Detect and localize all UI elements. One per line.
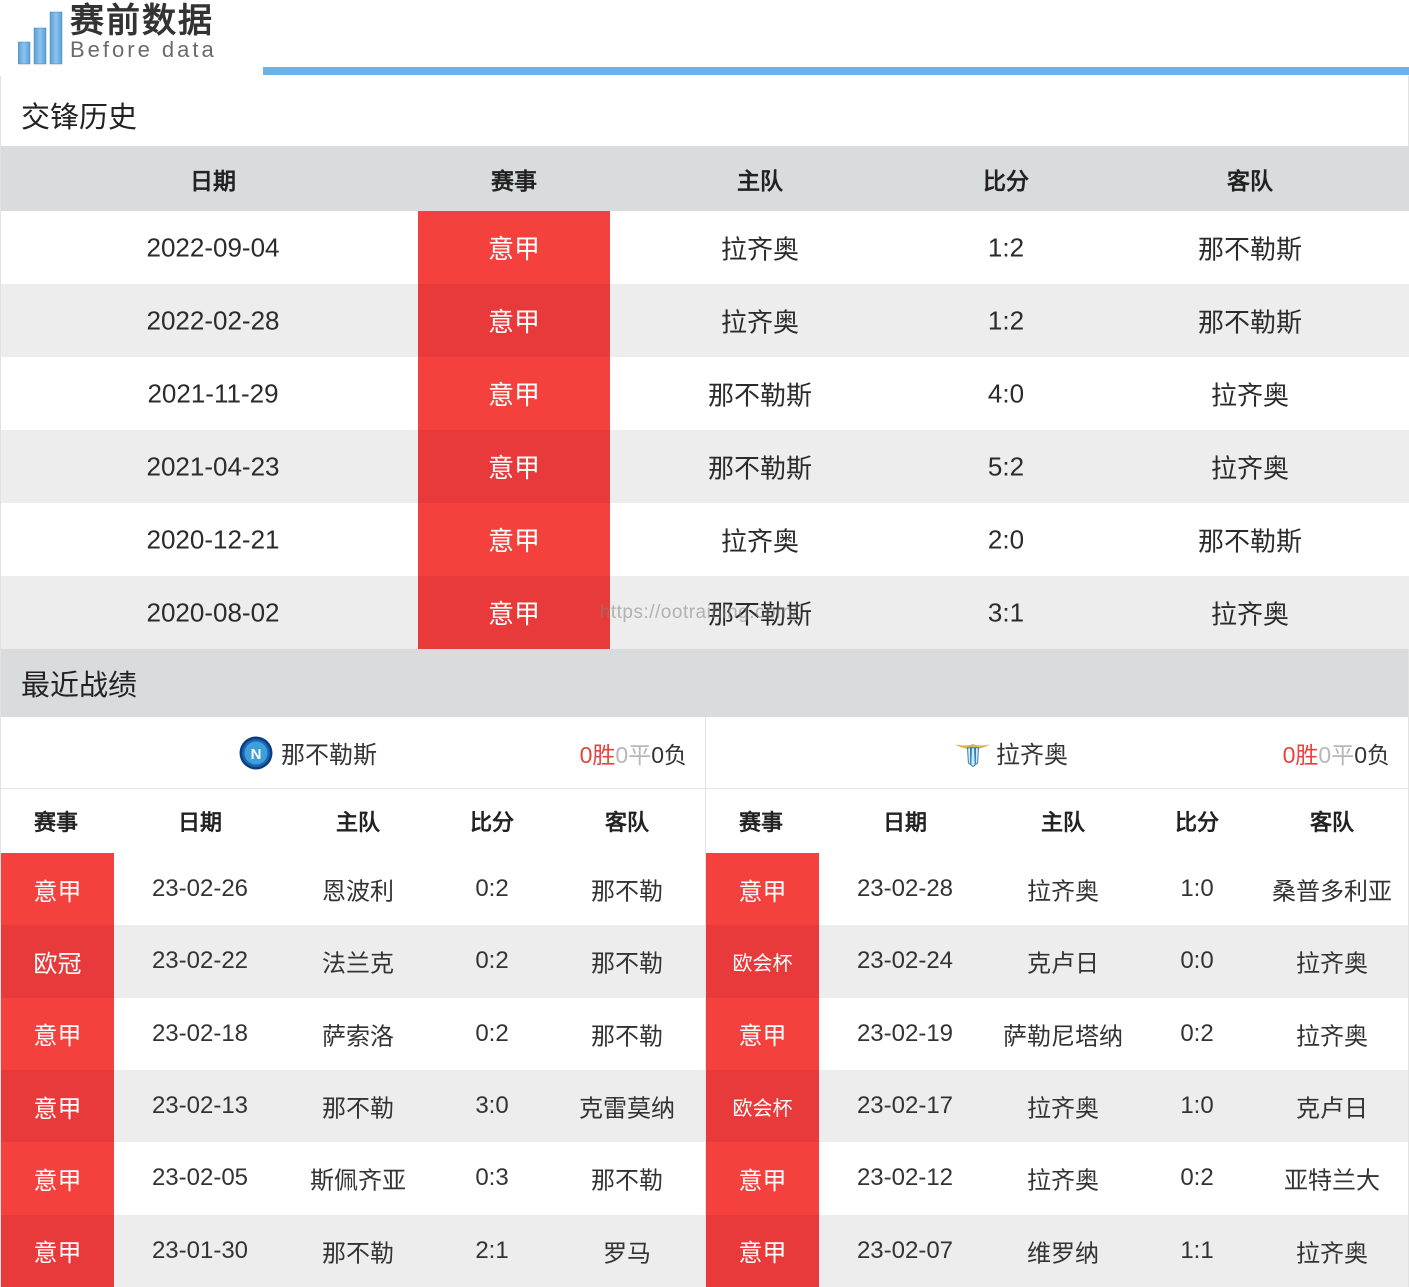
svg-text:N: N	[251, 746, 262, 763]
